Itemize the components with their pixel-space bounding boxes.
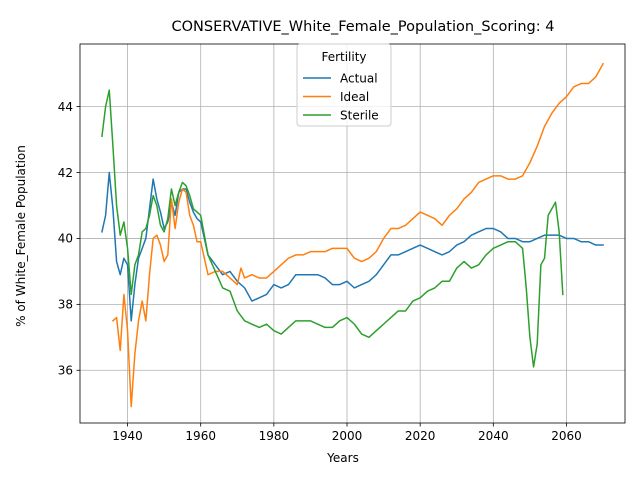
x-tick-label: 2040 <box>478 429 509 443</box>
legend-label-ideal: Ideal <box>340 90 369 104</box>
y-tick-label: 40 <box>58 232 73 246</box>
legend-label-actual: Actual <box>340 71 378 85</box>
series-lines <box>101 62 605 408</box>
series-line-ideal <box>111 62 605 408</box>
y-tick-label: 42 <box>58 166 73 180</box>
chart-title: CONSERVATIVE_White_Female_Population_Sco… <box>172 19 555 35</box>
legend-entries: Actual Ideal Sterile <box>303 71 379 122</box>
legend-title: Fertility <box>321 50 366 64</box>
y-tick-label: 38 <box>58 298 73 312</box>
x-tick-label: 2000 <box>332 429 363 443</box>
x-tick-label: 2060 <box>551 429 582 443</box>
legend: Fertility Actual Ideal Sterile <box>296 43 392 127</box>
series-line-sterile <box>101 89 564 368</box>
y-tick-label: 36 <box>58 364 73 378</box>
y-axis-label: % of White_Female Population <box>14 145 28 327</box>
series-line-actual <box>101 171 604 322</box>
x-axis-label: Years <box>326 451 359 465</box>
x-tick-label: 2020 <box>405 429 436 443</box>
y-tick-label: 44 <box>58 100 73 114</box>
y-axis-ticks: 36 38 40 42 44 <box>58 100 80 378</box>
x-axis-ticks: 1940 1960 1980 2000 2020 2040 2060 <box>112 423 582 443</box>
x-tick-label: 1940 <box>112 429 143 443</box>
x-tick-label: 1980 <box>259 429 290 443</box>
x-tick-label: 1960 <box>185 429 216 443</box>
legend-box <box>296 43 392 127</box>
gridlines <box>80 44 625 423</box>
legend-label-sterile: Sterile <box>340 108 379 122</box>
